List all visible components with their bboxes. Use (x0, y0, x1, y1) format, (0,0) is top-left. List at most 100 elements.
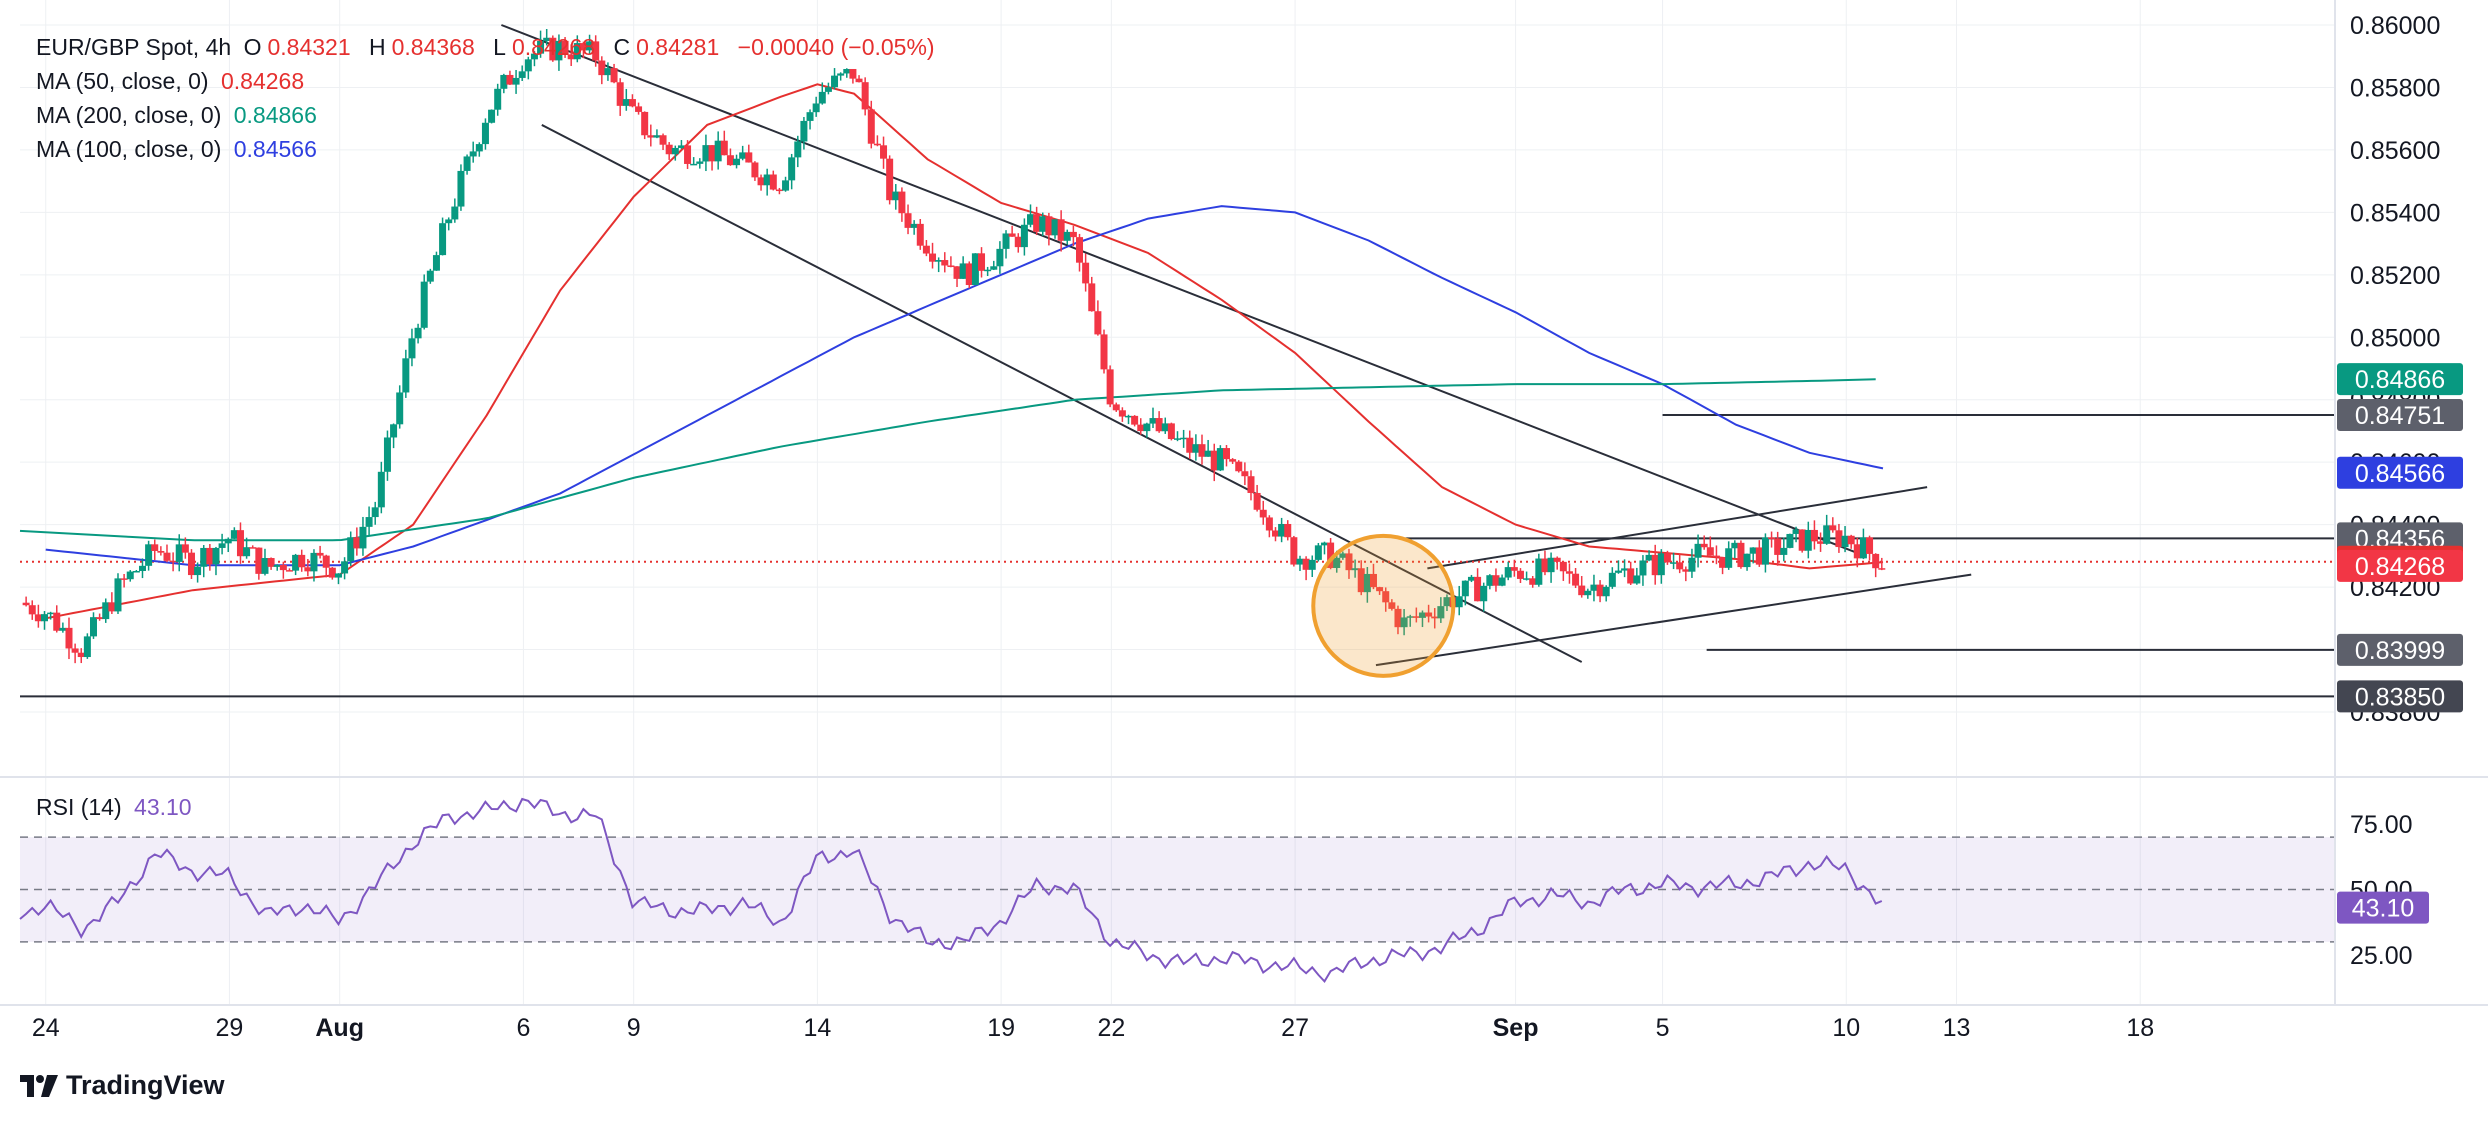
candle-down (561, 40, 569, 55)
rsi-tick-label: 25.00 (2350, 942, 2413, 970)
candle-up (371, 507, 379, 518)
ma100-value: 0.84566 (233, 136, 317, 162)
candle-down (1388, 602, 1396, 609)
candle-down (120, 578, 128, 580)
candle-down (1682, 569, 1690, 572)
candle-down (1768, 537, 1776, 539)
candle-up (1743, 553, 1751, 568)
price-tag-background (2337, 549, 2463, 582)
candle-up (475, 144, 483, 152)
candle-up (463, 156, 471, 171)
candle-down (1651, 554, 1659, 576)
candle-down (181, 544, 189, 553)
candle-down (684, 145, 692, 164)
candle-down (1241, 471, 1249, 477)
candle-up (1859, 537, 1867, 559)
candle-down (151, 544, 159, 551)
ohlc-low: L 0.84268 (493, 34, 596, 60)
candle-down (1492, 575, 1500, 586)
candle-down (1069, 231, 1077, 238)
candle-up (408, 338, 416, 359)
candle-up (1437, 606, 1445, 619)
candle-down (1706, 547, 1714, 556)
price-tag-label: 0.83850 (2355, 683, 2445, 711)
candle-down (886, 158, 894, 201)
trendlines (20, 24, 2335, 698)
ma-line-(50 (45, 83, 1884, 620)
ma50-label: MA (50, close, 0) (36, 68, 209, 94)
candle-up (812, 103, 820, 113)
candle-up (200, 547, 208, 567)
candle-up (310, 552, 318, 572)
candle-down (1186, 437, 1194, 453)
candle-up (782, 180, 790, 191)
candle-up (739, 152, 747, 159)
price-tick-label: 0.85600 (2350, 137, 2440, 165)
candle-down (96, 617, 104, 620)
time-tick-label: 29 (216, 1014, 244, 1042)
candle-down (659, 135, 667, 145)
candle-up (261, 558, 269, 574)
candle-up (365, 517, 373, 527)
candle-down (1431, 616, 1439, 619)
candle-down (1700, 543, 1708, 548)
candle-down (1510, 567, 1518, 571)
candle-up (543, 37, 551, 41)
candle-up (494, 88, 502, 110)
price-tags: 0.848660.847510.845660.843560.842810.842… (2337, 363, 2463, 924)
price-tag-label: 0.83999 (2355, 637, 2445, 665)
ma200-label: MA (200, close, 0) (36, 102, 222, 128)
candle-up (1504, 567, 1512, 578)
candle-down (1045, 216, 1053, 236)
time-tick-label: 22 (1097, 1014, 1125, 1042)
candle-down (1847, 535, 1855, 545)
candle-down (1302, 558, 1310, 570)
price-tag-background (2337, 399, 2463, 432)
candle-up (1406, 616, 1414, 618)
candle-up (132, 570, 140, 573)
candle-up (1535, 558, 1543, 585)
time-tick-label: 5 (1656, 1014, 1670, 1042)
candle-up (426, 270, 434, 282)
candle-down (1529, 578, 1537, 585)
candle-up (733, 158, 741, 166)
candle-up (420, 281, 428, 328)
candle-down (1376, 587, 1384, 592)
price-tag: 0.83999 (2337, 633, 2463, 666)
candle-up (1278, 523, 1286, 537)
candle-up (1039, 216, 1047, 232)
candle-up (1731, 542, 1739, 549)
candle-up (1639, 560, 1647, 576)
candle-up (1657, 553, 1665, 576)
candle-down (22, 602, 30, 606)
candle-down (1872, 553, 1880, 569)
candle-down (298, 554, 306, 568)
price-tick-label: 0.85400 (2350, 199, 2440, 227)
time-tick-label: Sep (1493, 1014, 1539, 1042)
tradingview-logo[interactable]: TradingView (20, 1070, 225, 1101)
candle-up (1486, 575, 1494, 586)
candle-up (1020, 224, 1028, 248)
candle-down (628, 99, 636, 107)
candle-down (1853, 544, 1861, 559)
ma200-legend: MA (200, close, 0) 0.84866 (36, 102, 323, 129)
candle-down (53, 612, 61, 631)
candle-up (696, 161, 704, 164)
candle-up (671, 147, 679, 155)
candle-up (1823, 525, 1831, 544)
candle-down (316, 552, 324, 556)
time-tick-label: 10 (1832, 1014, 1860, 1042)
candle-up (1688, 557, 1696, 572)
price-tick-label: 0.85800 (2350, 74, 2440, 102)
candle-down (1057, 219, 1065, 241)
candle-down (353, 537, 361, 549)
candle-up (1320, 542, 1328, 546)
ma200-value: 0.84866 (233, 102, 317, 128)
candle-up (1333, 557, 1341, 568)
candle-up (1792, 529, 1800, 534)
candle-down (769, 174, 777, 190)
symbol-title: EUR/GBP Spot, 4h (36, 34, 232, 60)
ma50-legend: MA (50, close, 0) 0.84268 (36, 68, 310, 95)
candle-up (1400, 617, 1408, 628)
